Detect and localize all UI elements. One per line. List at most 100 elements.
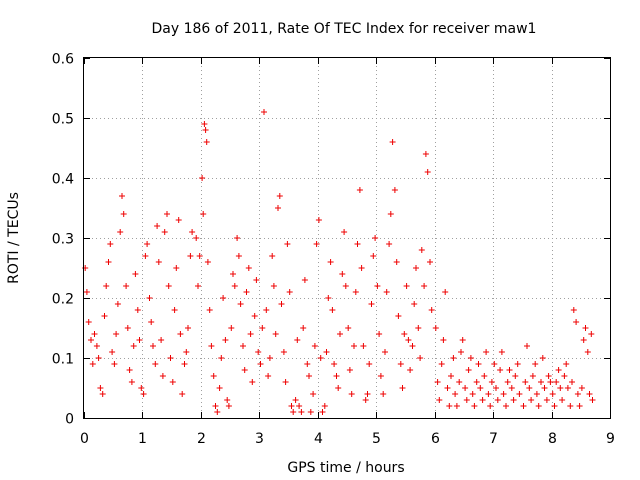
data-point (456, 379, 463, 385)
data-point (288, 403, 295, 409)
data-point (253, 277, 260, 283)
data-point (368, 301, 375, 307)
data-point (128, 379, 135, 385)
y-tick-label: 0.1 (52, 352, 74, 368)
data-point (415, 325, 422, 331)
data-point (421, 283, 428, 289)
data-point (386, 241, 393, 247)
data-point (91, 331, 98, 337)
data-point (105, 259, 112, 265)
data-point (196, 253, 203, 259)
data-point (177, 331, 184, 337)
data-point (407, 367, 414, 373)
data-point (189, 229, 196, 235)
data-point (296, 403, 303, 409)
data-point (465, 367, 472, 373)
data-point (348, 391, 355, 397)
data-point (491, 361, 498, 367)
data-point (93, 343, 100, 349)
data-point (477, 385, 484, 391)
data-point (292, 397, 299, 403)
data-point (356, 187, 363, 193)
data-point (150, 343, 156, 349)
data-point (313, 241, 320, 247)
data-point (538, 379, 544, 385)
plot-frame (83, 57, 611, 419)
data-point (494, 397, 501, 403)
data-point (164, 211, 170, 217)
data-point (114, 301, 121, 307)
data-point (107, 241, 114, 247)
data-point (462, 385, 469, 391)
y-axis-title: ROTI / TECUs (6, 192, 22, 284)
data-point (358, 265, 365, 271)
data-point (337, 331, 343, 337)
data-point (409, 343, 416, 349)
data-point (266, 355, 273, 361)
data-point (111, 361, 118, 367)
data-point (366, 361, 373, 367)
data-point (272, 331, 279, 337)
data-point (549, 391, 556, 397)
data-point (275, 205, 281, 211)
data-point (159, 373, 166, 379)
data-point (154, 223, 161, 229)
data-point (339, 271, 346, 277)
data-point (452, 391, 459, 397)
data-point (140, 391, 147, 397)
data-point (234, 235, 241, 241)
data-point (202, 127, 209, 133)
y-tick-label: 0 (65, 412, 74, 428)
x-tick-label: 6 (431, 431, 440, 447)
data-point (473, 379, 480, 385)
x-tick-label: 3 (255, 431, 264, 447)
data-point (436, 397, 443, 403)
data-point (567, 403, 574, 409)
data-point (459, 337, 466, 343)
data-point (193, 235, 200, 241)
data-point (512, 373, 519, 379)
data-point (469, 391, 476, 397)
data-point (99, 391, 106, 397)
data-point (516, 391, 523, 397)
data-point (504, 379, 511, 385)
data-point (570, 307, 577, 313)
data-point (301, 277, 308, 283)
data-point (235, 253, 242, 259)
data-point (539, 355, 546, 361)
data-point (561, 373, 568, 379)
data-point (97, 385, 104, 391)
data-point (528, 397, 535, 403)
data-point (270, 283, 277, 289)
data-point (401, 331, 408, 337)
data-point (411, 301, 418, 307)
data-point (346, 367, 353, 373)
data-point (387, 211, 394, 217)
data-point (124, 325, 131, 331)
data-point (351, 343, 357, 349)
data-point (514, 361, 521, 367)
data-point (263, 307, 270, 313)
data-point (588, 331, 595, 337)
data-point (500, 391, 507, 397)
data-point (342, 283, 349, 289)
x-tick-label: 1 (138, 431, 147, 447)
data-point (218, 355, 225, 361)
data-point (216, 385, 223, 391)
data-point (245, 265, 252, 271)
data-point (255, 349, 262, 355)
data-point (503, 403, 509, 409)
data-point (428, 307, 435, 313)
data-point (341, 229, 348, 235)
data-point (584, 349, 591, 355)
data-point (533, 391, 540, 397)
data-point (397, 361, 404, 367)
data-point (323, 349, 330, 355)
data-point (306, 373, 312, 379)
data-point (241, 367, 248, 373)
x-tick-label: 2 (197, 431, 206, 447)
data-point (152, 361, 159, 367)
data-point (382, 349, 388, 355)
data-point (434, 379, 441, 385)
data-point (222, 337, 229, 343)
